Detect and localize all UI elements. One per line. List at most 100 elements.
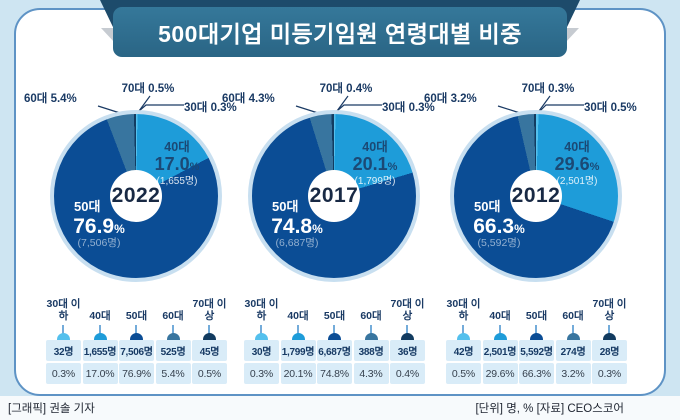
count-cell: 1,655명 [82,340,118,361]
leader-line-30s [138,104,184,112]
slice-40s-name: 40대 [164,140,190,154]
percent-cell: 5.4% [155,363,191,384]
slice-40s-name: 40대 [564,140,590,154]
donut-center: 2022 [110,170,162,222]
dot-stem [98,325,101,336]
dot-stem [462,325,464,336]
slice-label-40s: 40대 29.6% (2,501명) [542,140,612,187]
dot-stem [608,325,610,336]
unit-and-source: [단위] 명, % [자료] CEO스코어 [475,403,624,415]
year-label: 2022 [111,184,161,207]
year-label: 2017 [309,184,359,207]
donut-chart: 40대 29.6% (2,501명) 50대 66.3% (5,592명) 20… [450,110,622,282]
callout-30s: 30대 0.3% [184,102,237,114]
slice-50s-percent: 76.9 [73,214,115,238]
age-header: 30대 이하 [244,297,279,322]
slice-label-40s: 40대 20.1% (1,799명) [340,140,410,187]
leader-line-70s [138,95,151,112]
age-header: 40대 [287,309,309,322]
count-cell: 388명 [353,340,389,361]
dot-stem [208,325,210,336]
percent-sign: % [387,161,398,174]
slice-label-40s: 40대 17.0% (1,655명) [142,140,212,187]
percent-sign: % [589,161,600,174]
percent-cell: 0.3% [244,363,279,384]
chart-column-2017: 60대 4.3% 70대 0.4% 30대 0.3% 40대 20.1% (1,… [222,80,435,392]
age-header: 60대 [562,309,584,322]
leader-line-30s [336,104,382,112]
slice-40s-count: (2,501명) [556,175,598,187]
count-cell: 5,592명 [519,340,554,361]
percent-cell: 0.4% [390,363,425,384]
slice-50s-percent: 74.8 [271,214,313,238]
donut-center: 2017 [308,170,360,222]
count-cell: 45명 [192,340,227,361]
count-cell: 36명 [390,340,425,361]
callout-60s: 60대 3.2% [424,93,477,105]
slice-50s-name: 50대 [474,199,501,214]
count-cell: 30명 [244,340,279,361]
ribbon-fold-shadow-right [565,28,579,43]
slice-40s-name: 40대 [362,140,388,154]
callout-30s: 30대 0.3% [382,102,435,114]
callout-60s: 60대 4.3% [222,93,275,105]
title-banner: 500대기업 미등기임원 연령대별 비중 [113,7,567,57]
dot-stem [171,325,174,336]
slice-50s-percent: 66.3 [473,214,515,238]
age-header: 40대 [89,309,111,322]
leader-line-70s [538,95,551,112]
dot-stem [135,325,137,336]
dot-stem [498,325,501,336]
dot-stem [535,325,537,336]
donut-chart: 40대 17.0% (1,655명) 50대 76.9% (7,506명) 20… [50,110,222,282]
percent-cell: 0.3% [46,363,81,384]
leader-line-30s [539,104,584,112]
dot-stem [571,325,574,336]
dot-stem [333,325,335,336]
slice-label-50s: 50대 76.9% (7,506명) [62,199,136,250]
age-header: 70대 이상 [592,297,627,322]
dot-stem [62,325,64,336]
percent-cell: 74.8% [317,363,352,384]
count-cell: 525명 [155,340,191,361]
count-cell: 42명 [446,340,481,361]
year-label: 2012 [511,184,561,207]
age-header: 70대 이상 [192,297,227,322]
slice-50s-count: (6,687명) [275,237,319,250]
slice-50s-name: 50대 [74,199,101,214]
percent-sign: % [514,221,525,236]
chart-column-2022: 60대 5.4% 70대 0.5% 30대 0.3% 40대 17.0% (1,… [24,80,237,392]
slice-50s-count: (5,592명) [477,237,521,250]
percent-sign: % [312,221,323,236]
percent-cell: 0.5% [192,363,227,384]
percent-cell: 0.5% [446,363,481,384]
percent-cell: 66.3% [519,363,554,384]
count-cell: 2,501명 [482,340,518,361]
percent-cell: 17.0% [82,363,118,384]
slice-40s-percent: 29.6 [554,154,590,175]
count-cell: 32명 [46,340,81,361]
callout-30s: 30대 0.5% [584,102,637,114]
title-ribbon: 500대기업 미등기임원 연령대별 비중 [100,0,580,58]
slice-50s-name: 50대 [272,199,299,214]
leader-line-70s [336,95,349,112]
percent-sign: % [114,221,125,236]
age-header: 40대 [489,309,511,322]
percent-cell: 3.2% [555,363,591,384]
footer-strip [0,396,680,420]
slice-40s-count: (1,799명) [354,175,396,187]
donut-chart: 40대 20.1% (1,799명) 50대 74.8% (6,687명) 20… [248,110,420,282]
slice-label-50s: 50대 66.3% (5,592명) [462,199,536,250]
age-header: 30대 이하 [446,297,481,322]
count-cell: 7,506명 [119,340,154,361]
dot-stem [296,325,299,336]
page-title: 500대기업 미등기임원 연령대별 비중 [158,21,522,47]
count-cell: 28명 [592,340,627,361]
slice-40s-count: (1,655명) [156,175,198,187]
age-header: 60대 [360,309,382,322]
slice-40s-percent: 17.0 [154,154,190,175]
percent-cell: 20.1% [280,363,316,384]
percent-cell: 29.6% [482,363,518,384]
percent-sign: % [189,161,200,174]
callout-70s: 70대 0.3% [521,83,575,95]
